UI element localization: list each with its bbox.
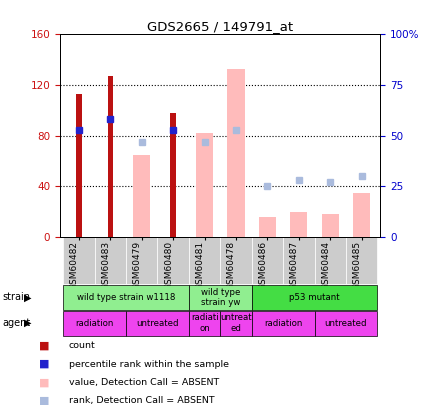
Bar (76, 94, 82, 237)
Bar (290, 211, 307, 237)
Text: agent: agent (2, 318, 30, 328)
Text: ▶: ▶ (24, 318, 31, 328)
Bar (133, 155, 150, 237)
Text: p53 mutant: p53 mutant (289, 293, 340, 302)
Text: untreated: untreated (136, 319, 179, 328)
Text: value, Detection Call = ABSENT: value, Detection Call = ABSENT (69, 378, 219, 387)
Text: strain: strain (2, 292, 30, 302)
Text: radiation: radiation (264, 319, 302, 328)
Text: ■: ■ (39, 341, 50, 351)
Bar (259, 217, 276, 237)
Title: GDS2665 / 149791_at: GDS2665 / 149791_at (147, 20, 293, 33)
Text: radiati
on: radiati on (191, 313, 218, 333)
Text: radiation: radiation (76, 319, 114, 328)
Text: ■: ■ (39, 396, 50, 405)
Text: percentile rank within the sample: percentile rank within the sample (69, 360, 229, 369)
Text: wild type strain w1118: wild type strain w1118 (77, 293, 175, 302)
Text: count: count (69, 341, 96, 350)
Bar (353, 193, 370, 237)
Bar (322, 214, 339, 237)
Text: rank, Detection Call = ABSENT: rank, Detection Call = ABSENT (69, 396, 214, 405)
Bar (108, 76, 113, 237)
Bar (227, 68, 245, 237)
Text: ■: ■ (39, 377, 50, 387)
Text: wild type
strain yw: wild type strain yw (201, 288, 240, 307)
Text: untreated: untreated (325, 319, 367, 328)
Text: ■: ■ (39, 359, 50, 369)
Text: ▶: ▶ (24, 292, 31, 302)
Text: untreat
ed: untreat ed (220, 313, 252, 333)
Bar (170, 113, 176, 237)
Bar (196, 133, 213, 237)
